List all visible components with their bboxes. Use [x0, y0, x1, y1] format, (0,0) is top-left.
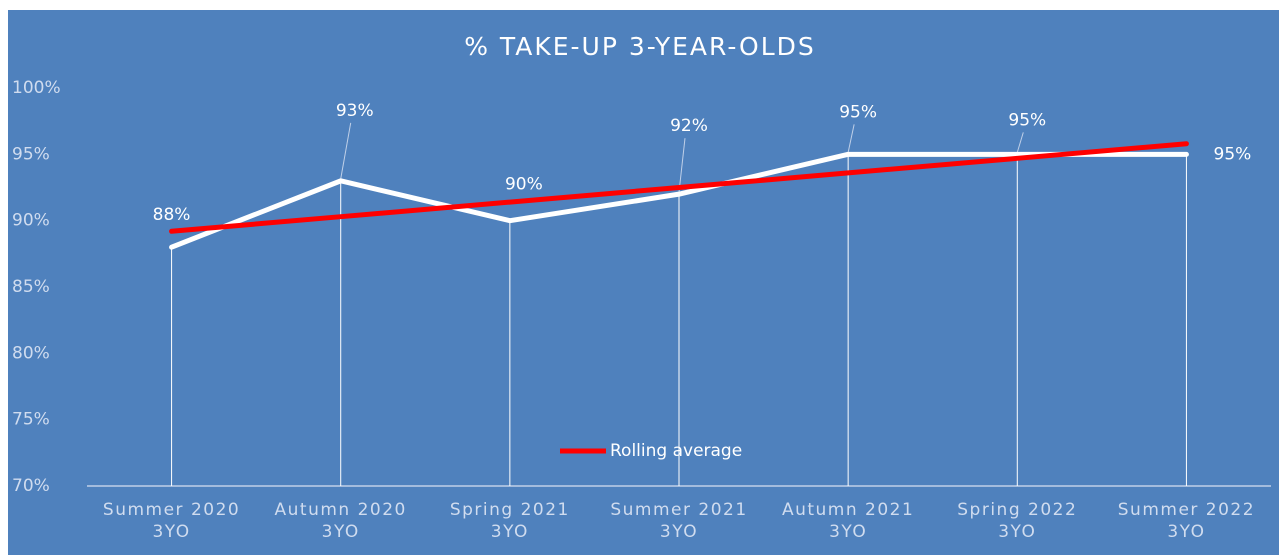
data-label: 95% — [839, 102, 877, 122]
x-tick-label: 3YO — [1167, 522, 1205, 542]
leader-line — [847, 124, 855, 153]
x-tick-label: 3YO — [322, 522, 360, 542]
x-tick-label: Summer 2021 — [610, 500, 747, 520]
line-series — [169, 151, 1189, 250]
x-tick-label: Autumn 2020 — [275, 500, 407, 520]
line-series — [169, 141, 1189, 234]
x-tick-label: 3YO — [491, 522, 529, 542]
x-tick-label: 3YO — [660, 522, 698, 542]
y-tick-label: 85% — [12, 277, 50, 297]
data-label: 93% — [336, 101, 374, 121]
x-tick-label: 3YO — [998, 522, 1036, 542]
legend-label: Rolling average — [610, 441, 742, 461]
x-tick-label: 3YO — [829, 522, 867, 542]
data-label: 90% — [505, 175, 543, 195]
y-tick-label: 70% — [12, 476, 50, 496]
chart-background — [8, 10, 1279, 555]
y-tick-label: 75% — [12, 410, 50, 430]
leader-line — [1016, 132, 1024, 153]
leader-line — [678, 138, 686, 193]
leader-line — [340, 122, 352, 179]
y-tick-label: 95% — [12, 144, 50, 164]
y-tick-label: 100% — [12, 78, 61, 98]
x-tick-label: Autumn 2021 — [782, 500, 914, 520]
x-tick-label: Spring 2021 — [450, 500, 570, 520]
data-label: 88% — [153, 205, 191, 225]
y-tick-label: 80% — [12, 343, 50, 363]
data-label: 95% — [1214, 144, 1252, 164]
x-tick-label: Summer 2022 — [1118, 500, 1255, 520]
data-label: 95% — [1008, 110, 1046, 130]
chart-title: % TAKE-UP 3-YEAR-OLDS — [464, 32, 816, 61]
x-tick-label: Summer 2020 — [103, 500, 240, 520]
x-tick-label: 3YO — [152, 522, 190, 542]
x-tick-label: Spring 2022 — [957, 500, 1077, 520]
y-tick-label: 90% — [12, 211, 50, 231]
data-label: 92% — [670, 116, 708, 136]
